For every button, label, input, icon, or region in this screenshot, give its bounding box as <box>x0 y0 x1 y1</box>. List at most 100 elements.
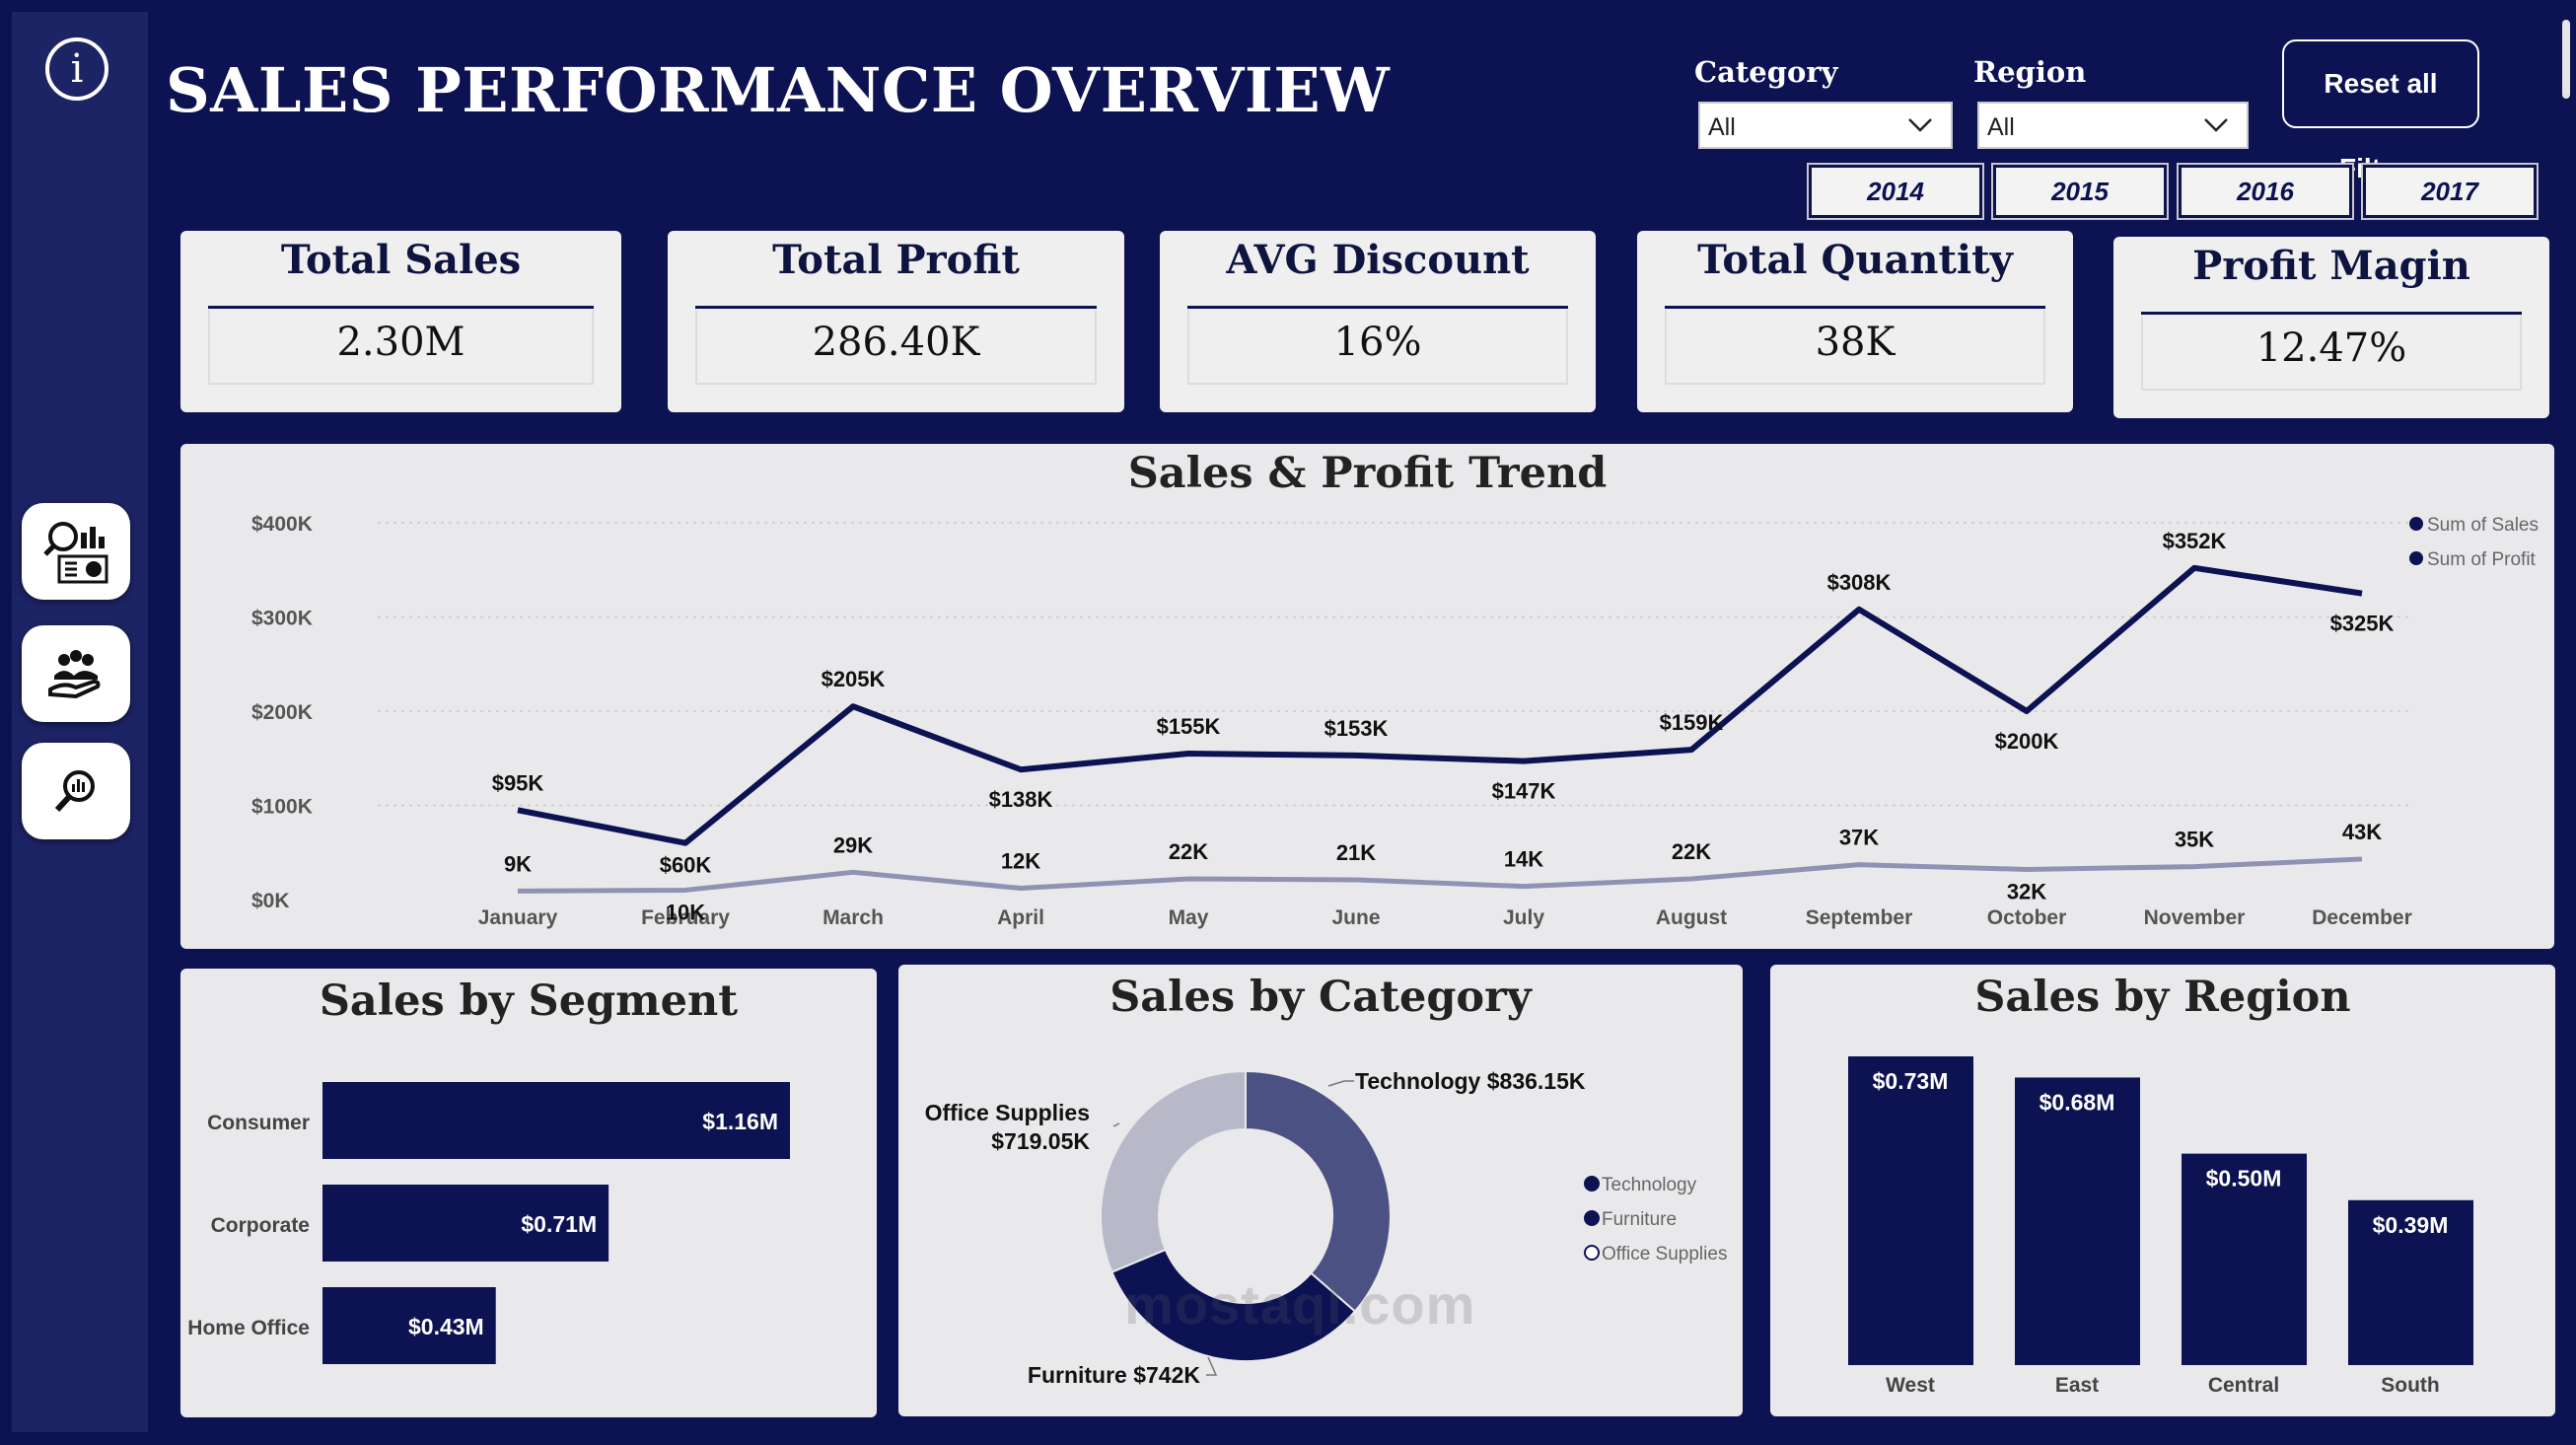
segment-value-label: $0.43M <box>408 1314 484 1339</box>
kpi-divider <box>1187 306 1568 309</box>
data-label: $205K <box>822 667 886 691</box>
year-2014-button[interactable]: 2014 <box>1807 163 1984 220</box>
data-label: 12K <box>1001 849 1040 874</box>
callout-label: Office Supplies <box>925 1100 1090 1125</box>
donut-slice-furniture <box>1110 1248 1357 1362</box>
region-value-label: $0.73M <box>1873 1068 1949 1094</box>
region-select[interactable]: All <box>1977 102 2249 149</box>
kpi-title: Total Quantity <box>1697 237 2013 283</box>
nav-customers-button[interactable] <box>22 625 130 722</box>
reset-filters-button[interactable]: Reset all Filters <box>2282 39 2479 183</box>
region-category-label: East <box>2055 1374 2099 1397</box>
region-bar <box>2348 1199 2473 1365</box>
year-2016-button[interactable]: 2016 <box>2177 163 2354 220</box>
callout-line <box>1327 1080 1354 1087</box>
legend-entry: Sum of Profit <box>2427 549 2537 570</box>
segment-chart-title: Sales by Segment <box>319 976 739 1026</box>
legend-marker <box>2409 551 2423 565</box>
data-label: $95K <box>492 770 544 795</box>
trend-panel: Sales & Profit Trend $0K $100K $200K $300K $… <box>180 444 2554 949</box>
data-label: $352K <box>2163 529 2227 553</box>
scrollbar[interactable] <box>2562 20 2570 99</box>
trend-chart-title: Sales & Profit Trend <box>1127 449 1608 498</box>
data-label: $155K <box>1157 714 1221 739</box>
trend-chart: $0K $100K $200K $300K $400K January February Ma… <box>251 513 2539 929</box>
data-label: 37K <box>1839 826 1879 850</box>
region-category-label: Central <box>2208 1374 2279 1397</box>
year-2015-button[interactable]: 2015 <box>1991 163 2169 220</box>
kpi-divider <box>1665 306 2045 309</box>
kpi-value: 38K <box>1815 320 1896 365</box>
region-bar <box>2182 1153 2307 1365</box>
data-label: 22K <box>1169 839 1208 864</box>
region-filter-label: Region <box>1973 55 2087 89</box>
x-tick-label: November <box>2144 906 2246 929</box>
region-value-label: $0.39M <box>2373 1212 2449 1238</box>
legend-marker <box>1584 1210 1600 1226</box>
kpi-title: Total Sales <box>280 237 522 283</box>
kpi-total-profit: Total Profit 286.40K <box>668 231 1124 412</box>
x-tick-label: October <box>1987 906 2067 929</box>
data-label: $153K <box>1324 716 1389 741</box>
kpi-value: 2.30M <box>336 320 465 365</box>
region-category-label: South <box>2381 1374 2439 1397</box>
x-tick-label: September <box>1806 906 1913 929</box>
region-value-label: $0.68M <box>2039 1089 2115 1115</box>
chevron-down-icon <box>2204 118 2228 132</box>
legend-entry: Furniture <box>1602 1209 1677 1230</box>
region-select-value: All <box>1987 113 2015 141</box>
data-label: $60K <box>660 853 712 878</box>
x-tick-label: March <box>823 906 884 929</box>
data-label: $325K <box>2330 612 2395 636</box>
y-tick-label: $400K <box>251 513 313 536</box>
kpi-title: Total Profit <box>772 237 1020 283</box>
year-2017-button[interactable]: 2017 <box>2361 163 2539 220</box>
kpi-total-quantity: Total Quantity 38K <box>1637 231 2073 412</box>
segment-category-label: Home Office <box>187 1317 310 1339</box>
nav-search-button[interactable] <box>22 743 130 839</box>
kpi-profit-margin: Profit Magin 12.47% <box>2113 237 2549 418</box>
kpi-title: Profit Magin <box>2192 243 2470 289</box>
nav-analytics-button[interactable] <box>22 503 130 600</box>
data-label: $147K <box>1492 779 1556 804</box>
segment-category-label: Consumer <box>207 1112 310 1134</box>
x-tick-label: April <box>997 906 1044 929</box>
kpi-total-sales: Total Sales 2.30M <box>180 231 621 412</box>
category-panel: Sales by Category Technology $836.15K Fur… <box>898 965 1743 1416</box>
analytics-dashboard-icon <box>43 522 108 584</box>
kpi-title: AVG Discount <box>1226 237 1530 283</box>
legend-entry: Technology <box>1602 1175 1697 1195</box>
data-label: $138K <box>989 787 1053 812</box>
category-select-value: All <box>1708 113 1736 141</box>
segment-bar <box>322 1287 496 1364</box>
kpi-value: 12.47% <box>2255 325 2407 371</box>
kpi-divider <box>695 306 1097 309</box>
info-icon[interactable]: i <box>45 37 108 101</box>
kpi-divider <box>208 306 594 309</box>
data-label: $308K <box>1827 570 1892 595</box>
y-tick-label: $100K <box>251 796 313 819</box>
donut-slice-office-supplies <box>1100 1069 1247 1273</box>
chevron-down-icon <box>1908 118 1932 132</box>
segment-chart: Consumer $1.16M Corporate $0.71M Home Office… <box>187 1082 790 1364</box>
sidebar <box>12 12 148 1432</box>
data-label: 10K <box>666 900 705 924</box>
data-label: 14K <box>1504 847 1543 872</box>
category-select[interactable]: All <box>1698 102 1953 149</box>
callout-line <box>1206 1356 1218 1376</box>
data-label: 29K <box>833 832 873 857</box>
category-chart-title: Sales by Category <box>1109 973 1532 1022</box>
data-label: 9K <box>504 851 532 876</box>
callout-label: Technology $836.15K <box>1355 1068 1586 1094</box>
series-line-sales <box>517 564 2363 846</box>
category-chart: Technology $836.15K Furniture $742K Office… <box>925 1068 1728 1388</box>
customers-hand-icon <box>48 650 101 699</box>
y-tick-label: $0K <box>251 890 290 912</box>
series-line-profit <box>517 856 2363 894</box>
page-title: SALES PERFORMANCE OVERVIEW <box>166 54 1391 126</box>
legend-marker <box>1584 1245 1600 1261</box>
callout-line <box>1112 1122 1120 1127</box>
data-label: 22K <box>1672 839 1711 864</box>
data-label: 43K <box>2342 820 2382 844</box>
x-tick-label: February <box>641 906 730 929</box>
